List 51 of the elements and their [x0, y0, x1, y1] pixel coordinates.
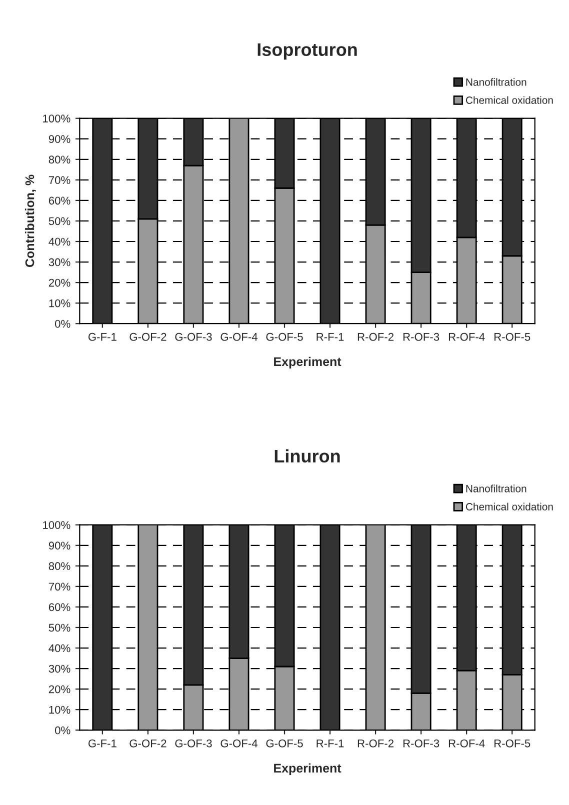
y-tick-label: 80% [48, 562, 70, 570]
y-tick-label: 100% [43, 114, 70, 122]
x-tick-label: R-OF-3 [403, 739, 440, 748]
y-axis-title: Contribution, % [25, 174, 36, 267]
x-tick-label: G-OF-5 [266, 739, 303, 748]
y-tick-label: 0% [55, 320, 70, 328]
legend-label: Chemical oxidation [466, 96, 553, 104]
x-tick-label: R-OF-4 [448, 739, 485, 748]
x-tick-label: G-OF-5 [266, 332, 303, 341]
x-tick-label: R-OF-3 [403, 332, 440, 341]
x-tick-label: R-OF-2 [358, 332, 394, 341]
x-axis-title: Experiment [274, 356, 342, 369]
chart-title: Linuron [274, 449, 340, 463]
y-tick-label: 60% [48, 196, 70, 205]
y-tick-label: 50% [48, 624, 70, 632]
y-tick-label: 0% [55, 726, 70, 734]
y-tick-label: 70% [48, 176, 70, 184]
x-tick-label: G-OF-4 [220, 332, 258, 341]
x-tick-label: R-OF-5 [494, 739, 530, 748]
x-tick-label: G-OF-3 [175, 739, 212, 748]
y-tick-label: 10% [49, 706, 70, 714]
legend-label: Nanofiltration [466, 78, 526, 86]
x-tick-label: G-F-1 [88, 332, 116, 341]
y-tick-label: 50% [48, 217, 70, 226]
x-tick-label: G-F-1 [88, 739, 116, 748]
x-tick-label: R-OF-4 [448, 332, 485, 341]
x-tick-label: G-OF-2 [130, 739, 166, 748]
x-tick-label: G-OF-3 [175, 332, 212, 341]
x-tick-label: R-F-1 [316, 333, 344, 341]
x-tick-label: R-OF-5 [494, 332, 530, 341]
y-tick-label: 40% [48, 238, 70, 246]
x-axis-title: Experiment [274, 763, 342, 776]
x-tick-label: G-OF-2 [130, 332, 166, 341]
y-tick-label: 40% [48, 644, 70, 652]
y-tick-label: 10% [49, 299, 70, 308]
x-tick-label: G-OF-4 [220, 739, 258, 748]
legend-label: Chemical oxidation [466, 502, 553, 510]
x-tick-label: R-F-1 [316, 740, 344, 748]
y-tick-label: 100% [43, 521, 70, 529]
y-tick-label: 90% [48, 542, 70, 550]
x-tick-label: R-OF-2 [358, 739, 394, 748]
y-tick-label: 30% [48, 258, 70, 266]
y-tick-label: 20% [48, 278, 70, 287]
y-tick-label: 70% [48, 582, 70, 591]
y-tick-label: 90% [48, 135, 70, 143]
y-tick-label: 80% [48, 156, 70, 164]
y-tick-label: 20% [48, 685, 70, 694]
y-tick-label: 60% [48, 603, 70, 612]
legend-label: Nanofiltration [466, 484, 526, 492]
y-tick-label: 30% [48, 664, 70, 673]
chart-title: Isoproturon [258, 43, 357, 60]
